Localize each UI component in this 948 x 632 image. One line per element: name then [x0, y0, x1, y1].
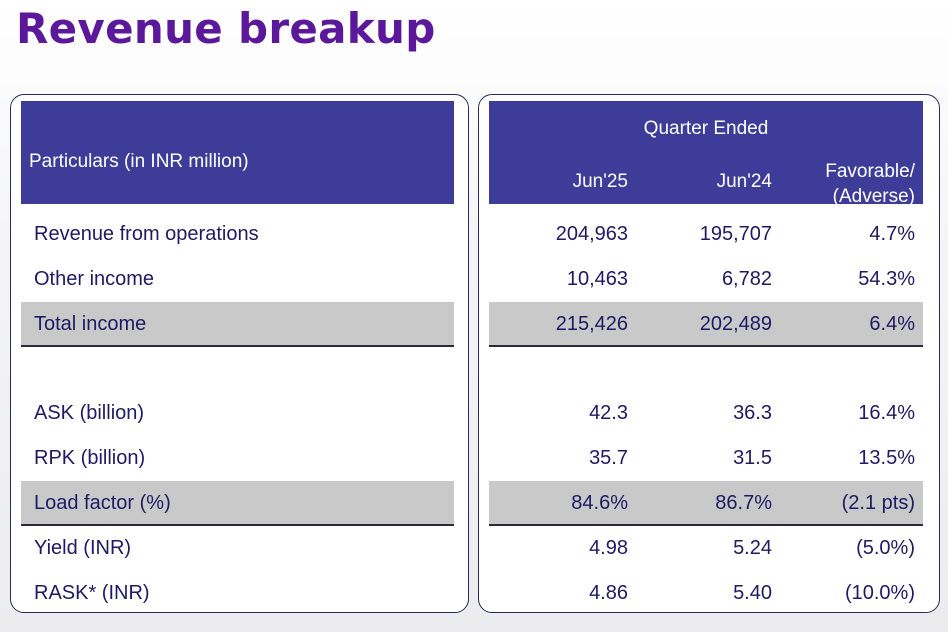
cell-jun24: 202,489: [699, 313, 772, 335]
table-row-yield-label: Yield (INR): [21, 526, 454, 571]
table-row-load-factor-label: Load factor (%): [21, 481, 454, 526]
column-header-jun25: Jun'25: [572, 171, 628, 192]
cell-change: (5.0%): [856, 537, 915, 559]
column-header-change: Favorable/ (Adverse): [825, 159, 915, 209]
table-row-yield-values: 4.98 5.24 (5.0%): [489, 526, 923, 571]
cell-change: 54.3%: [858, 268, 915, 290]
row-label: Total income: [34, 313, 147, 335]
cell-jun25: 42.3: [589, 402, 628, 424]
cell-change: (2.1 pts): [841, 492, 915, 514]
table-row-revenue-values: 204,963 195,707 4.7%: [489, 212, 923, 257]
particulars-panel: Particulars (in INR million) Revenue fro…: [10, 94, 469, 613]
column-header-jun24: Jun'24: [716, 171, 772, 192]
row-label: RASK* (INR): [34, 582, 150, 604]
cell-change: (10.0%): [844, 582, 915, 604]
cell-jun25: 204,963: [555, 223, 628, 245]
values-header: Quarter Ended Jun'25 Jun'24 Favorable/ (…: [489, 101, 923, 207]
cell-jun24: 195,707: [699, 223, 772, 245]
values-panel: Quarter Ended Jun'25 Jun'24 Favorable/ (…: [478, 94, 940, 613]
cell-jun25: 10,463: [566, 268, 628, 290]
page-title: Revenue breakup: [16, 4, 436, 53]
table-row-rask-label: RASK* (INR): [21, 571, 454, 616]
cell-change: 4.7%: [869, 223, 915, 245]
table-row-other-income-values: 10,463 6,782 54.3%: [489, 257, 923, 302]
table-row-other-income-label: Other income: [21, 257, 454, 302]
row-label: Revenue from operations: [34, 223, 259, 245]
cell-jun25: 35.7: [589, 447, 628, 469]
cell-jun24: 86.7%: [715, 492, 772, 514]
row-label: Yield (INR): [34, 537, 132, 559]
quarter-ended-label: Quarter Ended: [643, 118, 769, 139]
cell-jun25: 4.98: [589, 537, 628, 559]
row-label: ASK (billion): [34, 402, 145, 424]
cell-jun24: 5.24: [733, 537, 772, 559]
table-row-revenue-label: Revenue from operations: [21, 212, 454, 257]
table-row-ask-values: 42.3 36.3 16.4%: [489, 391, 923, 436]
table-row-ask-label: ASK (billion): [21, 391, 454, 436]
table-row-load-factor-values: 84.6% 86.7% (2.1 pts): [489, 481, 923, 526]
cell-change: 13.5%: [858, 447, 915, 469]
table-row-rpk-values: 35.7 31.5 13.5%: [489, 436, 923, 481]
cell-jun24: 5.40: [733, 582, 772, 604]
table-row-total-income-values: 215,426 202,489 6.4%: [489, 302, 923, 347]
table-row-rask-values: 4.86 5.40 (10.0%): [489, 571, 923, 616]
row-label: Load factor (%): [34, 492, 171, 514]
column-header-change-line2: (Adverse): [832, 186, 915, 207]
particulars-header-label: Particulars (in INR million): [29, 151, 249, 172]
cell-change: 6.4%: [869, 313, 915, 335]
particulars-header: Particulars (in INR million): [21, 101, 454, 204]
table-row-rpk-label: RPK (billion): [21, 436, 454, 481]
column-header-change-line1: Favorable/: [825, 161, 915, 182]
cell-jun24: 36.3: [733, 402, 772, 424]
cell-jun25: 4.86: [589, 582, 628, 604]
cell-jun24: 6,782: [721, 268, 772, 290]
cell-jun25: 84.6%: [571, 492, 628, 514]
row-label: Other income: [34, 268, 155, 290]
row-label: RPK (billion): [34, 447, 146, 469]
cell-change: 16.4%: [858, 402, 915, 424]
cell-jun24: 31.5: [733, 447, 772, 469]
cell-jun25: 215,426: [555, 313, 628, 335]
table-row-total-income-label: Total income: [21, 302, 454, 347]
